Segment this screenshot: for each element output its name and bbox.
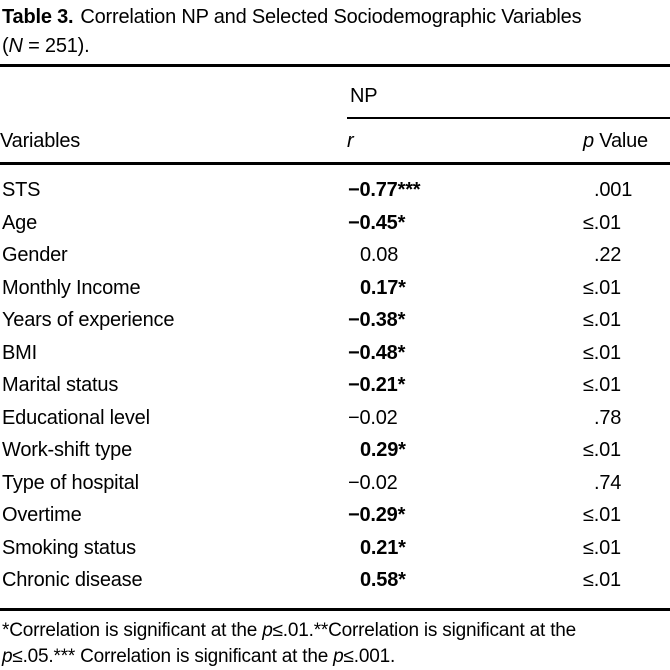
r-value-cell: −0.02 [348,471,398,494]
variable-cell: Marital status [2,374,119,396]
r-value-cell: −0.02 [348,406,398,429]
variable-cell: Educational level [2,406,150,429]
p-value-cell: ≤.01 [583,276,621,299]
p-value-cell: .001 [594,179,633,201]
p-value-cell: ≤.01 [583,564,670,611]
table-body: STS −0.77*** .001 Age −0.45* ≤.01 Gender 0.08… [0,164,670,611]
caption-paren: ( [2,35,9,57]
table-row: Age −0.45* ≤.01 [0,207,670,240]
table-row: Gender 0.08 .22 [0,239,670,272]
footnote-text: ≤.01.**Correlation is significant at the [272,619,577,641]
p-value-word: Value [593,130,648,152]
table-row: BMI −0.48* ≤.01 [0,337,670,370]
table-row: Chronic disease 0.58* ≤.01 [0,564,670,611]
variable-cell: Years of experience [2,309,175,331]
r-value-cell: 0.08 [360,244,399,266]
spanner-row: NP [0,65,670,119]
p-value-cell: ≤.01 [583,309,621,331]
table-row: Work-shift type 0.29* ≤.01 [0,434,670,467]
table-number-label: Table 3. [2,6,74,28]
r-value-cell: 0.17* [360,276,406,299]
table-row: Marital status −0.21* ≤.01 [0,369,670,402]
table-caption-text: Correlation NP and Selected Sociodemogra… [80,6,582,28]
table-row: Years of experience −0.38* ≤.01 [0,304,670,337]
table-row: Monthly Income 0.17* ≤.01 [0,272,670,305]
p-symbol: p [583,130,594,152]
r-value-cell: 0.29* [360,439,406,461]
r-value-cell: −0.45* [348,211,406,234]
column-header-row: Variables r p Value [0,117,670,165]
r-value-cell: −0.77*** [348,179,421,201]
r-value-cell: 0.58* [347,564,583,611]
table-caption: Table 3. Correlation NP and Selected Soci… [0,0,670,61]
table-caption-line2: (N = 251). [2,32,670,61]
r-value-cell: −0.38* [348,309,406,331]
r-value-cell: −0.21* [348,374,406,396]
p-value-cell: ≤.01 [583,374,621,396]
p-value-cell: .74 [594,471,622,494]
r-value-cell: 0.21* [360,536,406,559]
variable-cell: Gender [2,244,68,266]
variable-cell: Monthly Income [2,276,141,299]
table-row: Overtime −0.29* ≤.01 [0,499,670,532]
r-value-cell: −0.48* [348,341,406,364]
footnote-p-symbol: p [262,619,273,641]
table-footnote: *Correlation is significant at the p≤.01… [0,611,670,670]
p-value-cell: ≤.01 [583,504,621,526]
p-value-cell: ≤.01 [583,536,621,559]
caption-sample-size: = 251). [22,35,90,57]
caption-n-symbol: N [8,35,23,57]
variable-cell: Age [2,211,37,234]
variable-cell: STS [2,179,41,201]
variable-cell: Type of hospital [2,471,139,494]
column-header-variables: Variables [0,117,347,165]
p-value-cell: .78 [594,406,622,429]
column-header-r: r [347,117,583,165]
variable-cell: Overtime [2,504,82,526]
table-row: Smoking status 0.21* ≤.01 [0,532,670,565]
variable-cell: Work-shift type [2,439,132,461]
p-value-cell: ≤.01 [583,211,621,234]
column-header-p-value: p Value [583,117,670,165]
spanner-header-np: NP [347,65,670,119]
footnote-text: *Correlation is significant at the [2,619,263,641]
p-value-cell: .22 [594,244,622,266]
p-value-cell: ≤.01 [583,341,621,364]
p-value-cell: ≤.01 [583,439,621,461]
table-row: Educational level −0.02 .78 [0,402,670,435]
table-caption-line1: Table 3. Correlation NP and Selected Soci… [2,3,670,32]
r-value-cell: −0.29* [348,504,406,526]
spanner-empty-cell [0,66,347,118]
variable-cell: Chronic disease [0,564,347,611]
table-row: STS −0.77*** .001 [0,164,670,207]
table-header: NP Variables r p Value [0,65,670,165]
correlation-table: NP Variables r p Value STS −0.77*** .001 A… [0,64,670,611]
table-row: Type of hospital −0.02 .74 [0,467,670,500]
variable-cell: Smoking status [2,536,136,559]
variable-cell: BMI [2,341,37,364]
